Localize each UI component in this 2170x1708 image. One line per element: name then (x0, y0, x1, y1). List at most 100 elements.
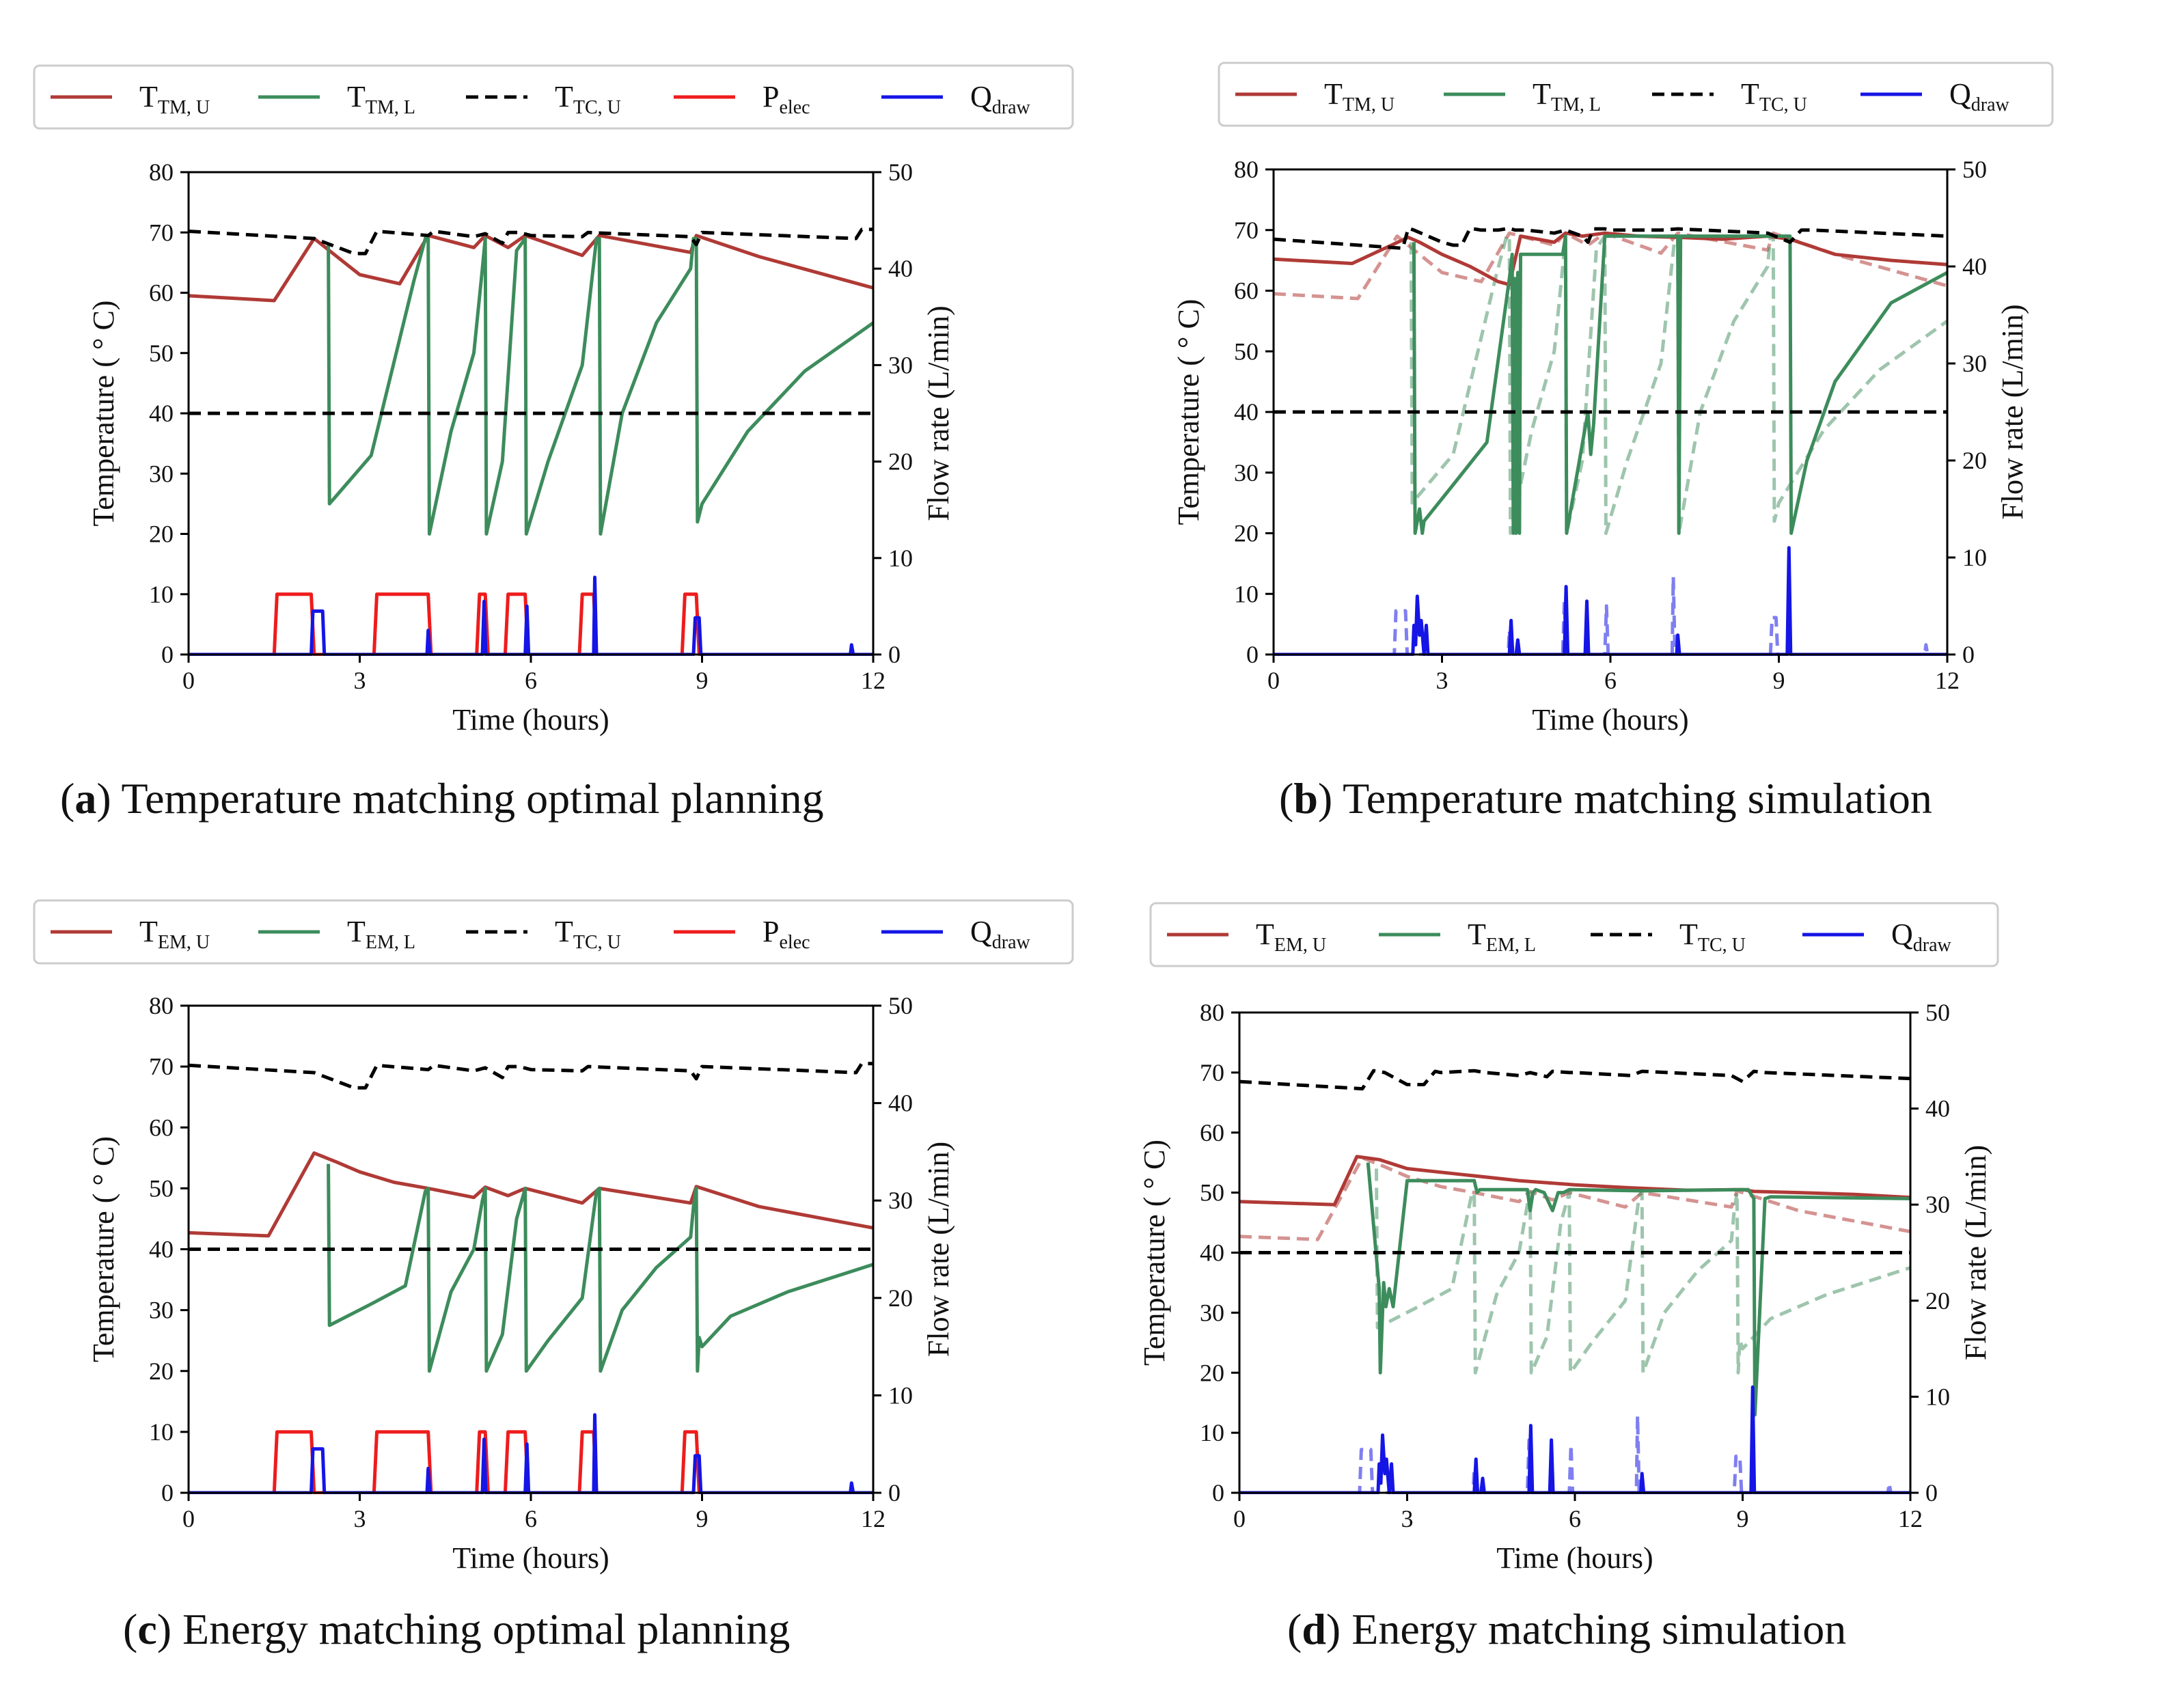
x-tick-label-3: 9 (696, 667, 709, 694)
y-tick-label-1: 10 (149, 1418, 174, 1446)
legend-box (33, 899, 1074, 965)
x-tick-label-2: 6 (1569, 1505, 1581, 1532)
series-T_TC_U (1239, 1069, 1910, 1091)
y-axis-label: Temperature ( ° C) (1172, 299, 1205, 525)
series-T_EM_U (1239, 1155, 1910, 1207)
series-Q_draw (1239, 1385, 1910, 1494)
y2-tick-label-1: 10 (1925, 1383, 1950, 1410)
series-T_TC_U (189, 1062, 873, 1090)
caption-b: (b) Temperature matching simulation (1279, 774, 1932, 823)
legend-label-0: TEM, U (1256, 918, 1326, 956)
y-tick-label-3: 30 (1234, 459, 1259, 486)
x-tick-label-1: 3 (354, 1505, 366, 1532)
series-Q_draw (189, 1413, 873, 1494)
legend-label-1: TEM, L (347, 915, 415, 953)
legend-label-4: Qdraw (970, 80, 1031, 118)
legend-box (1149, 902, 1999, 967)
legend-label-0: TTM, U (1324, 77, 1395, 115)
series-group (189, 228, 873, 656)
y2-axis-label: Flow rate (L/min) (1996, 304, 2029, 519)
y-tick-label-1: 10 (1200, 1419, 1224, 1446)
y2-tick-label-5: 50 (888, 992, 913, 1019)
x-tick-label-4: 12 (861, 667, 885, 694)
y2-tick-label-4: 40 (1925, 1095, 1950, 1122)
y-tick-label-7: 70 (1200, 1059, 1224, 1086)
series-Q_draw (189, 575, 873, 656)
series-group (189, 1062, 873, 1494)
series-P_elec (189, 1430, 873, 1494)
series-group (1274, 226, 1947, 656)
x-tick-label-4: 12 (1898, 1505, 1923, 1532)
y-tick-label-1: 10 (1234, 580, 1259, 607)
series-T_EM_L (1366, 1162, 1910, 1417)
x-tick-label-1: 3 (1401, 1505, 1414, 1532)
y-axis-label: Temperature ( ° C) (1138, 1140, 1171, 1366)
y2-tick-label-0: 0 (1925, 1479, 1938, 1506)
caption-d: (d) Energy matching simulation (1287, 1605, 1847, 1653)
y-tick-label-4: 40 (1200, 1239, 1224, 1267)
legend-label-1: TEM, L (1468, 918, 1536, 956)
x-tick-label-3: 9 (696, 1505, 709, 1532)
legend-label-3: Qdraw (1891, 918, 1952, 956)
y-tick-label-2: 20 (149, 521, 174, 548)
series-P_elec (189, 592, 873, 656)
legend-label-0: TEM, U (139, 915, 210, 953)
series-T_TC_U (1274, 226, 1947, 250)
legend-label-1: TTM, L (347, 80, 415, 118)
legend-label-0: TTM, U (139, 80, 210, 118)
y-tick-label-5: 50 (1200, 1179, 1224, 1207)
x-tick-label-4: 12 (1935, 667, 1960, 694)
y-tick-label-6: 60 (1200, 1119, 1224, 1146)
y-tick-label-8: 80 (1200, 999, 1224, 1026)
y2-axis-label: Flow rate (L/min) (922, 1142, 955, 1357)
series-T_TM_U_plan (1274, 231, 1947, 301)
panel-d: TEM, U TEM, L TTC, U Qdraw 0 3 6 9 12 0 10 20 30 40 50… (1085, 854, 2170, 1708)
legend-box (33, 64, 1074, 130)
y-axis-label: Temperature ( ° C) (87, 301, 120, 527)
y-tick-label-5: 50 (149, 1174, 174, 1202)
x-axis-label: Time (hours) (1532, 703, 1688, 736)
panel-a: TTM, U TTM, L TTC, U Pelec Qdraw 0 3 6 9 12 0 10 20 3… (0, 0, 1085, 854)
panel-b: TTM, U TTM, L TTC, U Qdraw 0 3 6 9 12 0 10 20 30 40 50… (1085, 0, 2170, 854)
y-tick-label-6: 60 (149, 279, 174, 307)
y-tick-label-6: 60 (1234, 277, 1259, 305)
y-tick-label-5: 50 (149, 340, 174, 367)
y-tick-label-7: 70 (1234, 217, 1259, 244)
legend-label-2: TTC, U (555, 80, 621, 118)
y-tick-label-7: 70 (149, 219, 174, 246)
y-tick-label-8: 80 (149, 159, 174, 186)
y2-tick-label-0: 0 (1962, 641, 1975, 668)
legend-label-2: TTC, U (555, 915, 621, 953)
series-T_EM_U (189, 1151, 873, 1238)
legend-label-3: Pelec (763, 80, 810, 118)
series-Q_draw_plan (1274, 575, 1947, 656)
y-axis-label: Temperature ( ° C) (87, 1136, 120, 1362)
series-T_EM_L_plan (1375, 1168, 1910, 1375)
series-Q_draw (1274, 546, 1947, 656)
y-tick-label-5: 50 (1234, 338, 1259, 365)
legend-label-3: Pelec (763, 915, 810, 953)
y2-tick-label-1: 10 (888, 545, 913, 572)
x-axis-label: Time (hours) (452, 1541, 609, 1575)
panel-c: TEM, U TEM, L TTC, U Pelec Qdraw 0 3 6 9 12 0 10 20 3… (0, 854, 1085, 1708)
series-T_TM_U (189, 234, 873, 303)
x-axis-label: Time (hours) (1496, 1541, 1653, 1575)
y-tick-label-2: 20 (1200, 1359, 1224, 1386)
y2-tick-label-4: 40 (888, 1090, 913, 1117)
y-tick-label-1: 10 (149, 581, 174, 608)
y2-tick-label-0: 0 (888, 1479, 901, 1506)
x-tick-label-1: 3 (354, 667, 366, 694)
legend-label-2: TTC, U (1741, 77, 1807, 115)
y2-tick-label-4: 40 (1962, 253, 1987, 280)
y2-axis-label: Flow rate (L/min) (922, 305, 955, 521)
y2-tick-label-2: 20 (1925, 1287, 1950, 1314)
x-tick-label-0: 0 (182, 1505, 195, 1532)
y2-tick-label-2: 20 (888, 1284, 913, 1312)
y-tick-label-3: 30 (149, 460, 174, 487)
legend-label-2: TTC, U (1679, 918, 1746, 956)
y2-tick-label-1: 10 (1962, 544, 1987, 571)
x-tick-label-0: 0 (1233, 1505, 1246, 1532)
y2-tick-label-3: 30 (1925, 1191, 1950, 1218)
